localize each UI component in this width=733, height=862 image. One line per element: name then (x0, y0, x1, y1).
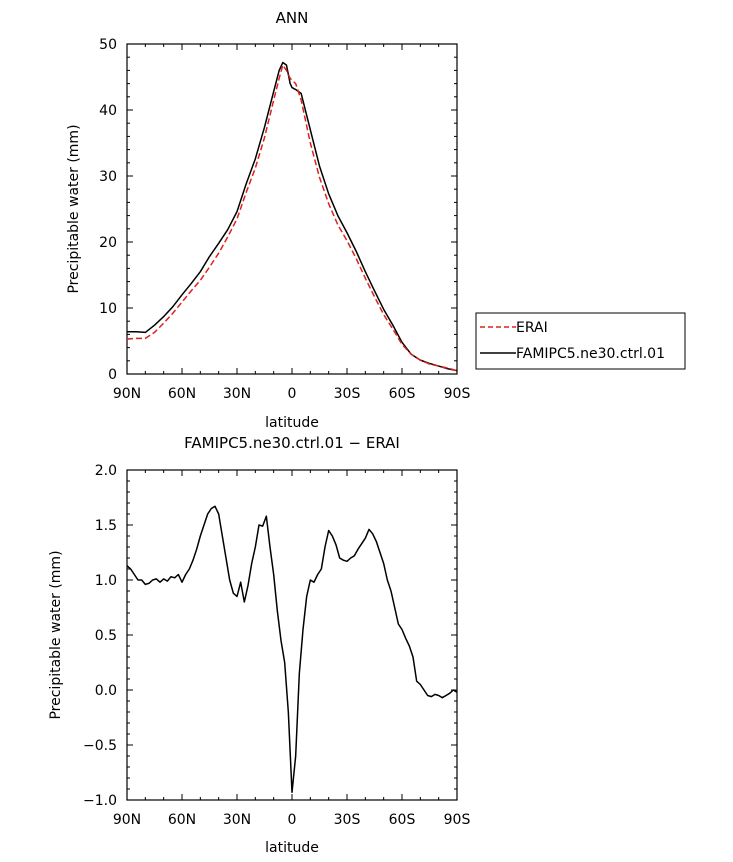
bottom-xtick-label: 60N (168, 812, 196, 828)
legend: ERAI FAMIPC5.ne30.ctrl.01 (475, 312, 686, 370)
bottom-ytick-label: 1.5 (95, 518, 117, 534)
bottom-ytick-label: −0.5 (83, 738, 117, 754)
top-y-axis-label: Precipitable water (mm) (66, 124, 82, 293)
bottom-ytick-label: −1.0 (83, 793, 117, 809)
legend-erai-label: ERAI (516, 320, 548, 336)
top-xtick-label: 90S (444, 386, 471, 402)
top-ytick-label: 0 (108, 367, 117, 383)
top-ticks: 90N 60N 30N 0 30S 60S 90S 0 10 20 30 40 50 (99, 37, 470, 402)
top-chart-title: ANN (276, 9, 309, 27)
top-series-line-erai (126, 64, 458, 372)
panel-bottom: FAMIPC5.ne30.ctrl.01 − ERAI 90N 60N 30N 0 30… (48, 434, 470, 856)
top-xtick-label: 30N (223, 386, 251, 402)
top-series (126, 61, 458, 372)
bottom-xtick-label: 60S (389, 812, 416, 828)
bottom-series (126, 505, 458, 794)
bottom-xtick-label: 0 (288, 812, 297, 828)
top-xtick-label: 0 (288, 386, 297, 402)
legend-famipc5-label: FAMIPC5.ne30.ctrl.01 (516, 346, 665, 362)
bottom-xtick-label: 90S (444, 812, 471, 828)
top-ytick-label: 10 (99, 301, 117, 317)
top-ytick-label: 20 (99, 235, 117, 251)
bottom-x-axis-label: latitude (265, 840, 319, 856)
top-xtick-label: 30S (334, 386, 361, 402)
bottom-y-axis-label: Precipitable water (mm) (48, 550, 64, 719)
top-ytick-label: 50 (99, 37, 117, 53)
bottom-chart-title: FAMIPC5.ne30.ctrl.01 − ERAI (184, 434, 400, 452)
bottom-xtick-label: 30S (334, 812, 361, 828)
top-plot-frame (126, 43, 458, 375)
top-ytick-label: 40 (99, 103, 117, 119)
legend-box (475, 312, 686, 370)
top-xtick-label: 60N (168, 386, 196, 402)
bottom-ytick-label: 0.5 (95, 628, 117, 644)
bottom-ytick-label: 0.0 (95, 683, 117, 699)
top-xtick-label: 60S (389, 386, 416, 402)
bottom-plot-frame (126, 469, 458, 801)
bottom-xtick-label: 30N (223, 812, 251, 828)
panel-top: ANN 90N 60N 30N 0 30S 60S 90S 0 10 20 30 40 50 latit… (66, 9, 470, 431)
bottom-series-line-0 (126, 505, 458, 794)
bottom-ticks: 90N 60N 30N 0 30S 60S 90S −1.0 −0.5 0.0 0.5 1.0 1.5 2… (83, 463, 470, 828)
bottom-ytick-label: 2.0 (95, 463, 117, 479)
bottom-xtick-label: 90N (113, 812, 141, 828)
top-ytick-label: 30 (99, 169, 117, 185)
top-x-axis-label: latitude (265, 415, 319, 431)
top-xtick-label: 90N (113, 386, 141, 402)
top-series-line-famipc5-ne30-ctrl-01 (127, 61, 458, 372)
bottom-ytick-label: 1.0 (95, 573, 117, 589)
